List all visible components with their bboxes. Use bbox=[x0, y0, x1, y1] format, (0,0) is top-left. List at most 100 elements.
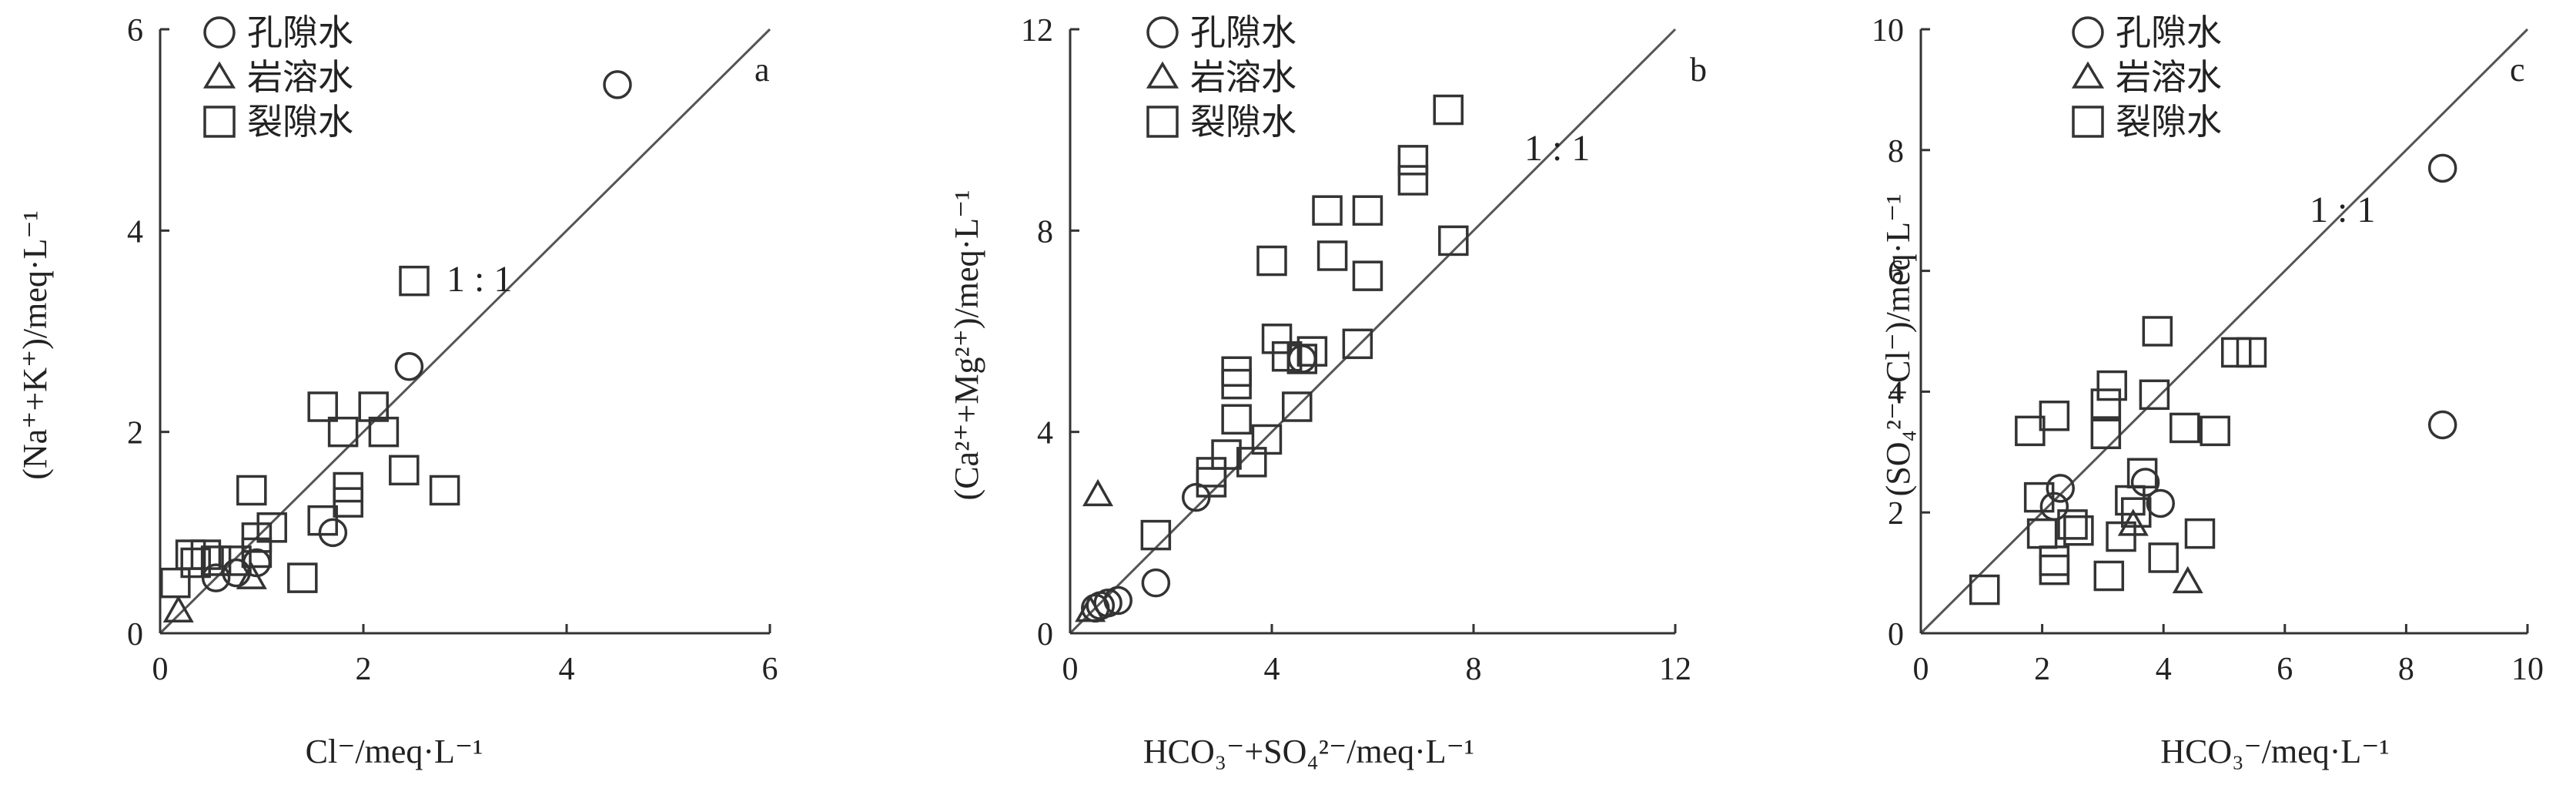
x-tick-label: 8 bbox=[2398, 652, 2414, 687]
legend-square-icon bbox=[2072, 106, 2104, 138]
data-point-square bbox=[1221, 368, 1252, 400]
legend-triangle-icon bbox=[1146, 61, 1179, 89]
data-point-square bbox=[1397, 145, 1429, 176]
data-point-triangle bbox=[162, 595, 194, 623]
data-point-square bbox=[368, 416, 400, 448]
data-point-square bbox=[1286, 344, 1318, 374]
data-point-square bbox=[1352, 195, 1383, 226]
x-tick-label: 8 bbox=[1466, 652, 1482, 687]
y-tick-label: 4 bbox=[1888, 375, 1904, 411]
data-point-square bbox=[1312, 195, 1343, 226]
data-point-square bbox=[2090, 388, 2122, 419]
data-point-square bbox=[241, 537, 273, 569]
data-point-square bbox=[2115, 485, 2146, 516]
data-point-square bbox=[2236, 337, 2267, 368]
data-point-square bbox=[175, 539, 206, 570]
data-point-square bbox=[389, 455, 420, 486]
data-point-circle bbox=[1141, 568, 1171, 598]
data-point-square bbox=[2148, 542, 2179, 573]
panel-b-x-axis-title: HCO₃⁻+SO₄²⁻/meq·L⁻¹ bbox=[1143, 733, 1474, 770]
data-point-square bbox=[2200, 415, 2230, 447]
x-tick-label: 2 bbox=[2034, 652, 2050, 687]
data-point-square bbox=[1296, 336, 1328, 367]
data-point-square bbox=[1438, 225, 1469, 257]
legend-label-pore-water: 孔隙水 bbox=[247, 12, 353, 53]
y-tick-label: 12 bbox=[1021, 13, 1053, 49]
y-tick-label: 2 bbox=[1888, 496, 1904, 532]
data-point-square bbox=[1196, 467, 1227, 498]
data-point-triangle bbox=[236, 562, 267, 589]
data-point-square bbox=[1433, 94, 1464, 126]
x-tick-label: 4 bbox=[1264, 652, 1280, 687]
data-point-square bbox=[1221, 404, 1252, 435]
legend-label-karst-water: 岩溶水 bbox=[247, 56, 353, 98]
data-point-square bbox=[190, 539, 222, 570]
data-point-square bbox=[1261, 324, 1293, 354]
data-point-square bbox=[2026, 518, 2058, 549]
data-point-square bbox=[2106, 521, 2136, 552]
data-point-circle bbox=[2046, 474, 2075, 503]
data-point-square bbox=[429, 475, 460, 506]
legend-triangle-icon bbox=[202, 61, 236, 89]
panel-b-letter: b bbox=[1690, 51, 1707, 89]
data-point-square bbox=[358, 391, 389, 422]
data-point-square bbox=[287, 562, 318, 593]
y-tick-label: 0 bbox=[1888, 617, 1904, 652]
panel-c-points bbox=[1969, 153, 2457, 606]
data-point-circle bbox=[603, 70, 632, 99]
legend-label-fissure-water: 裂隙水 bbox=[1190, 101, 1296, 143]
panel-c-x-axis-title: HCO₃⁻/meq·L⁻¹ bbox=[2160, 733, 2389, 770]
data-point-square bbox=[1397, 165, 1429, 196]
data-point-square bbox=[1352, 260, 1383, 291]
x-tick-label: 0 bbox=[152, 652, 169, 687]
panel-a-one-to-one-line bbox=[159, 28, 771, 635]
y-tick-label: 0 bbox=[1037, 617, 1053, 652]
data-point-square bbox=[307, 505, 338, 536]
data-point-square bbox=[2015, 415, 2046, 447]
x-tick-label: 12 bbox=[1659, 652, 1691, 687]
x-tick-label: 10 bbox=[2511, 652, 2544, 687]
data-point-square bbox=[2090, 418, 2122, 450]
panel-a-y-axis-title: (Na⁺+K⁺)/meq·L⁻¹ bbox=[16, 210, 54, 480]
data-point-square bbox=[2039, 554, 2070, 585]
y-tick-label: 4 bbox=[127, 214, 143, 250]
panel-b-points bbox=[1075, 94, 1469, 623]
panel-a-x-axis-title: Cl⁻/meq·L⁻¹ bbox=[306, 733, 483, 770]
x-tick-label: 6 bbox=[762, 652, 778, 687]
x-tick-label: 0 bbox=[1062, 652, 1079, 687]
legend-triangle-icon bbox=[2071, 61, 2105, 89]
y-tick-label: 0 bbox=[127, 617, 143, 652]
data-point-square bbox=[2023, 481, 2055, 513]
data-point-square bbox=[1342, 328, 1373, 360]
legend-square-icon bbox=[1146, 106, 1179, 138]
data-point-square bbox=[1969, 574, 2000, 606]
x-tick-label: 4 bbox=[2156, 652, 2172, 687]
legend-circle-icon bbox=[1146, 16, 1179, 49]
panel-c-y-axis-title: (SO₄²⁻+Cl⁻)/meq·L⁻¹ bbox=[1879, 194, 1917, 497]
data-point-square bbox=[200, 545, 232, 576]
panel-b-y-axis-title: (Ca²⁺+Mg²⁺)/meq·L⁻¹ bbox=[948, 190, 985, 501]
data-point-square bbox=[333, 487, 363, 518]
data-point-square bbox=[2142, 316, 2173, 347]
legend-label-pore-water: 孔隙水 bbox=[2116, 12, 2222, 53]
data-point-triangle bbox=[1075, 595, 1106, 622]
y-tick-label: 4 bbox=[1037, 416, 1053, 451]
data-point-square bbox=[2063, 515, 2094, 546]
data-point-square bbox=[236, 475, 267, 506]
data-point-circle bbox=[2427, 153, 2457, 183]
y-tick-label: 6 bbox=[1888, 255, 1904, 290]
y-tick-label: 2 bbox=[127, 416, 143, 451]
panel-c-letter: c bbox=[2510, 51, 2525, 89]
data-point-square bbox=[399, 265, 430, 297]
data-point-square bbox=[2057, 509, 2088, 540]
x-tick-label: 0 bbox=[1913, 652, 1929, 687]
panel-a-legend: 孔隙水 岩溶水 裂隙水 bbox=[202, 12, 353, 143]
legend-label-karst-water: 岩溶水 bbox=[2116, 56, 2222, 98]
legend-label-karst-water: 岩溶水 bbox=[1190, 56, 1296, 98]
panel-b: 0 4 8 12 0 4 8 12 孔隙水 岩溶水 裂隙水 1 : 1 b HCO₃⁻+SO₄… bbox=[948, 12, 1707, 770]
panel-a: 0 2 4 6 0 2 4 6 孔隙水 岩溶水 裂隙水 1 : 1 a Cl⁻/meq·L⁻¹… bbox=[16, 12, 778, 770]
data-point-square bbox=[1256, 245, 1287, 277]
panel-c-ticks: 0 2 4 6 8 10 0 2 4 6 8 10 bbox=[1872, 13, 2544, 687]
data-point-circle bbox=[2146, 488, 2176, 518]
